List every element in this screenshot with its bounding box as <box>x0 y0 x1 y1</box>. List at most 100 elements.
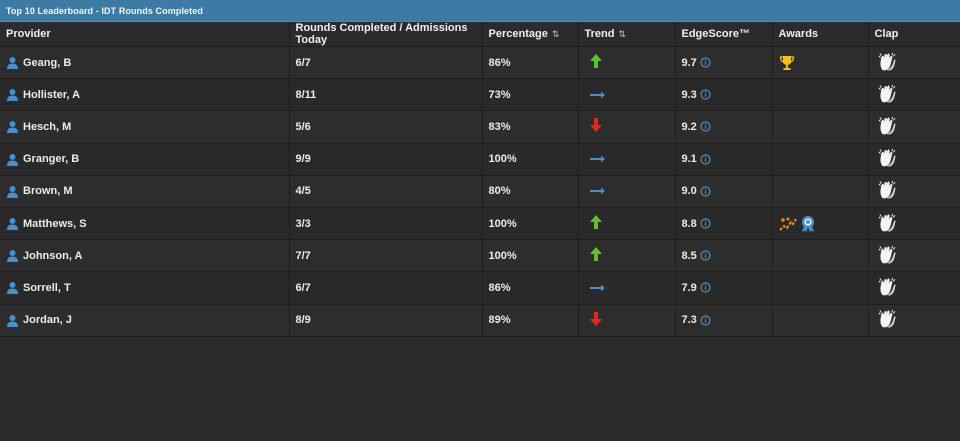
provider-name[interactable]: Brown, M <box>23 185 73 198</box>
awards-cell <box>772 78 869 112</box>
info-icon[interactable] <box>700 121 711 133</box>
provider-cell[interactable]: Matthews, S <box>0 207 290 241</box>
provider-cell[interactable]: Geang, B <box>0 46 290 80</box>
rounds-value: 5/6 <box>295 120 311 133</box>
info-icon[interactable] <box>700 250 711 261</box>
clap-cell <box>868 207 960 241</box>
clap-icon[interactable] <box>878 180 897 199</box>
provider-name[interactable]: Sorrell, T <box>23 281 71 294</box>
provider-name[interactable]: Hollister, A <box>23 88 81 101</box>
clap-icon[interactable] <box>878 148 897 167</box>
edgescore-value: 9.7 <box>681 56 697 69</box>
percentage-value: 83% <box>488 120 511 133</box>
column-header-rounds[interactable]: Rounds Completed / Admissions Today <box>289 22 483 47</box>
clap-icon[interactable] <box>878 116 897 135</box>
clap-icon[interactable] <box>878 52 897 71</box>
awards-cell <box>772 239 869 273</box>
trend-cell <box>578 207 676 241</box>
edgescore-value: 8.5 <box>681 249 697 262</box>
percentage-value: 80% <box>488 185 511 198</box>
rounds-cell: 7/7 <box>289 239 483 273</box>
info-icon[interactable] <box>700 154 711 165</box>
medal-icon[interactable] <box>800 215 816 233</box>
clap-icon[interactable] <box>878 213 897 232</box>
rounds-cell: 8/9 <box>289 304 483 337</box>
trend-cell <box>578 143 676 176</box>
clap-icon[interactable] <box>878 245 897 264</box>
info-icon[interactable] <box>700 218 711 229</box>
percentage-cell: 86% <box>482 46 579 80</box>
clap-cell <box>868 175 960 208</box>
user-icon <box>6 217 19 231</box>
table-header-row: Provider Rounds Completed / Admissions T… <box>0 22 960 47</box>
streak-icon[interactable] <box>778 216 797 232</box>
edgescore-value: 7.3 <box>681 314 697 327</box>
percentage-value: 100% <box>488 153 517 166</box>
column-header-provider[interactable]: Provider <box>0 22 290 47</box>
awards-cell <box>772 110 869 144</box>
info-icon[interactable] <box>700 186 711 197</box>
edgescore-value: 9.1 <box>681 153 697 166</box>
info-icon[interactable] <box>700 314 711 326</box>
rounds-value: 7/7 <box>295 249 311 262</box>
column-header-percentage[interactable]: Percentage ⇅ <box>482 22 579 47</box>
provider-name[interactable]: Johnson, A <box>23 249 83 262</box>
info-icon[interactable] <box>700 282 711 294</box>
edgescore-cell: 8.8 <box>675 207 773 241</box>
clap-cell <box>868 110 960 144</box>
leaderboard-header-bar: Top 10 Leaderboard - IDT Rounds Complete… <box>0 0 960 22</box>
user-icon <box>6 88 19 102</box>
provider-cell[interactable]: Hollister, A <box>0 78 290 112</box>
rounds-value: 9/9 <box>295 153 311 166</box>
trend-up-arrow-icon <box>585 214 603 230</box>
provider-cell[interactable]: Granger, B <box>0 143 290 176</box>
sort-icon[interactable]: ⇅ <box>618 29 626 39</box>
edgescore-value: 8.8 <box>681 217 697 230</box>
provider-name[interactable]: Granger, B <box>23 153 80 166</box>
trophy-icon[interactable] <box>779 55 795 71</box>
clap-cell <box>868 239 960 273</box>
percentage-cell: 73% <box>482 78 579 112</box>
edgescore-cell: 9.7 <box>675 46 773 80</box>
trend-flat-arrow-icon <box>585 183 606 199</box>
info-icon[interactable] <box>700 57 711 68</box>
provider-cell[interactable]: Brown, M <box>0 175 290 208</box>
provider-cell[interactable]: Johnson, A <box>0 239 290 273</box>
table-row: Jordan, J 8/9 89% 7.3 <box>0 304 960 337</box>
awards-cell <box>772 175 869 208</box>
provider-cell[interactable]: Jordan, J <box>0 304 290 337</box>
leaderboard-title: Top 10 Leaderboard - IDT Rounds Complete… <box>6 5 203 16</box>
table-row: Hesch, M 5/6 83% 9.2 <box>0 110 960 144</box>
awards-cell <box>772 207 869 241</box>
sort-icon[interactable]: ⇅ <box>551 29 560 39</box>
user-icon <box>6 249 19 263</box>
clap-cell <box>868 46 960 80</box>
edgescore-cell: 9.3 <box>675 78 773 112</box>
percentage-cell: 89% <box>482 304 579 337</box>
user-icon <box>6 153 19 166</box>
user-icon <box>6 185 19 198</box>
provider-cell[interactable]: Hesch, M <box>0 110 290 144</box>
rounds-value: 6/7 <box>295 281 311 294</box>
column-header-awards[interactable]: Awards <box>772 22 869 47</box>
column-header-clap[interactable]: Clap <box>868 22 960 47</box>
provider-name[interactable]: Matthews, S <box>23 217 87 230</box>
provider-name[interactable]: Hesch, M <box>23 120 72 133</box>
trend-cell <box>578 304 676 337</box>
clap-icon[interactable] <box>878 277 897 296</box>
trend-flat-arrow-icon <box>585 280 606 296</box>
awards-cell <box>772 143 869 176</box>
provider-name[interactable]: Jordan, J <box>23 314 72 327</box>
provider-cell[interactable]: Sorrell, T <box>0 271 290 305</box>
column-header-trend[interactable]: Trend ⇅ <box>578 22 676 47</box>
percentage-value: 86% <box>488 281 511 294</box>
rounds-value: 8/9 <box>295 314 311 327</box>
provider-name[interactable]: Geang, B <box>23 56 72 69</box>
trend-flat-arrow-icon <box>585 87 606 103</box>
column-header-edgescore[interactable]: EdgeScore™ <box>675 22 773 47</box>
clap-icon[interactable] <box>878 309 897 328</box>
clap-icon[interactable] <box>878 84 897 103</box>
percentage-value: 100% <box>488 217 517 230</box>
trend-up-arrow-icon <box>585 246 603 262</box>
info-icon[interactable] <box>700 89 711 100</box>
